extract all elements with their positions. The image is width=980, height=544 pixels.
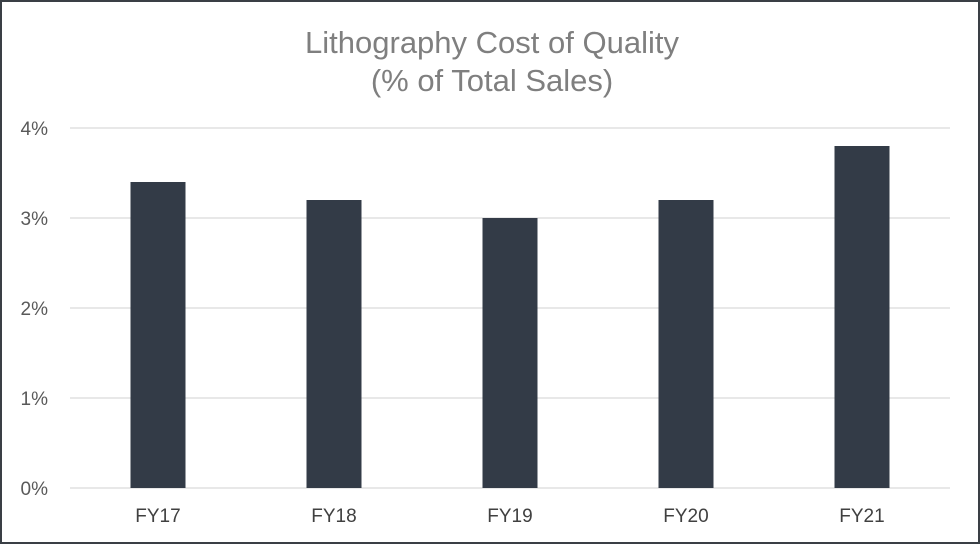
x-axis-category-labels: FY17 FY18 FY19 FY20 FY21 [135, 506, 884, 527]
x-tick-label-fy18: FY18 [311, 506, 356, 527]
bar-fy20 [658, 200, 714, 488]
bar-fy21 [834, 146, 890, 488]
x-tick-label-fy17: FY17 [135, 506, 180, 527]
bar-fy18 [306, 200, 362, 488]
bar-fy19 [482, 218, 538, 488]
chart-title-line: Lithography Cost of Quality [305, 25, 679, 60]
x-tick-label-fy19: FY19 [487, 506, 532, 527]
y-tick-label: 3% [21, 209, 49, 230]
bars [130, 146, 890, 488]
y-tick-label: 1% [21, 389, 49, 410]
y-tick-label: 0% [21, 479, 49, 500]
bar-fy17 [130, 182, 186, 488]
x-tick-label-fy20: FY20 [663, 506, 708, 527]
y-tick-label: 2% [21, 299, 49, 320]
y-axis-tick-labels: 0% 1% 2% 3% 4% [21, 119, 49, 500]
chart-subtitle-line: (% of Total Sales) [370, 63, 614, 98]
chart-title: Lithography Cost of Quality (% of Total … [2, 24, 980, 100]
y-tick-label: 4% [21, 119, 49, 140]
x-tick-label-fy21: FY21 [839, 506, 884, 527]
